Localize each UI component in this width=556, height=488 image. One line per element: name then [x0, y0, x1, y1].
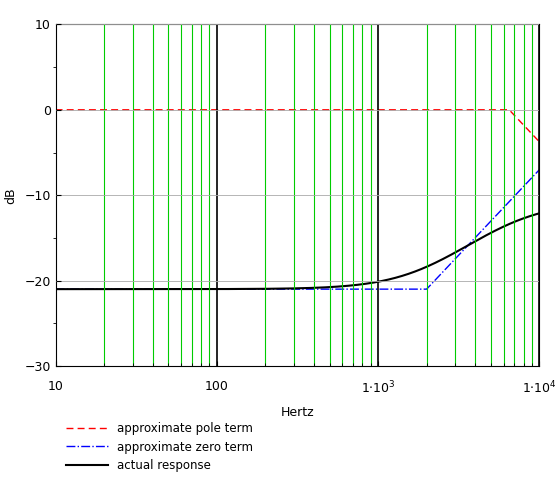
approximate zero term: [536, 167, 543, 173]
approximate pole term: [536, 139, 543, 144]
approximate zero term: [433, 276, 440, 282]
approximate zero term: [522, 182, 528, 188]
Line: actual response: actual response: [56, 213, 539, 289]
actual response: [522, 215, 529, 221]
Text: $1{\cdot}10^4$: $1{\cdot}10^4$: [522, 380, 556, 396]
actual response: [522, 215, 528, 221]
approximate pole term: [77, 107, 83, 113]
actual response: [287, 285, 294, 291]
approximate pole term: [522, 124, 529, 130]
approximate pole term: [433, 107, 440, 113]
Line: approximate zero term: approximate zero term: [56, 170, 539, 289]
approximate pole term: [275, 107, 281, 113]
approximate pole term: [52, 107, 59, 113]
approximate zero term: [77, 286, 83, 292]
Y-axis label: dB: dB: [4, 187, 17, 203]
actual response: [77, 286, 83, 292]
X-axis label: Hertz: Hertz: [281, 406, 314, 419]
approximate zero term: [287, 286, 294, 292]
Legend: approximate pole term, approximate zero term, actual response: approximate pole term, approximate zero …: [62, 417, 258, 477]
actual response: [536, 210, 543, 216]
approximate zero term: [275, 286, 281, 292]
Text: 100: 100: [205, 380, 229, 393]
Text: $1{\cdot}10^3$: $1{\cdot}10^3$: [361, 380, 395, 396]
approximate zero term: [52, 286, 59, 292]
approximate pole term: [287, 107, 294, 113]
Line: approximate pole term: approximate pole term: [56, 110, 539, 142]
Text: 10: 10: [48, 380, 63, 393]
approximate zero term: [522, 182, 529, 187]
approximate pole term: [522, 123, 528, 129]
actual response: [275, 286, 281, 292]
actual response: [433, 259, 440, 265]
actual response: [52, 286, 59, 292]
